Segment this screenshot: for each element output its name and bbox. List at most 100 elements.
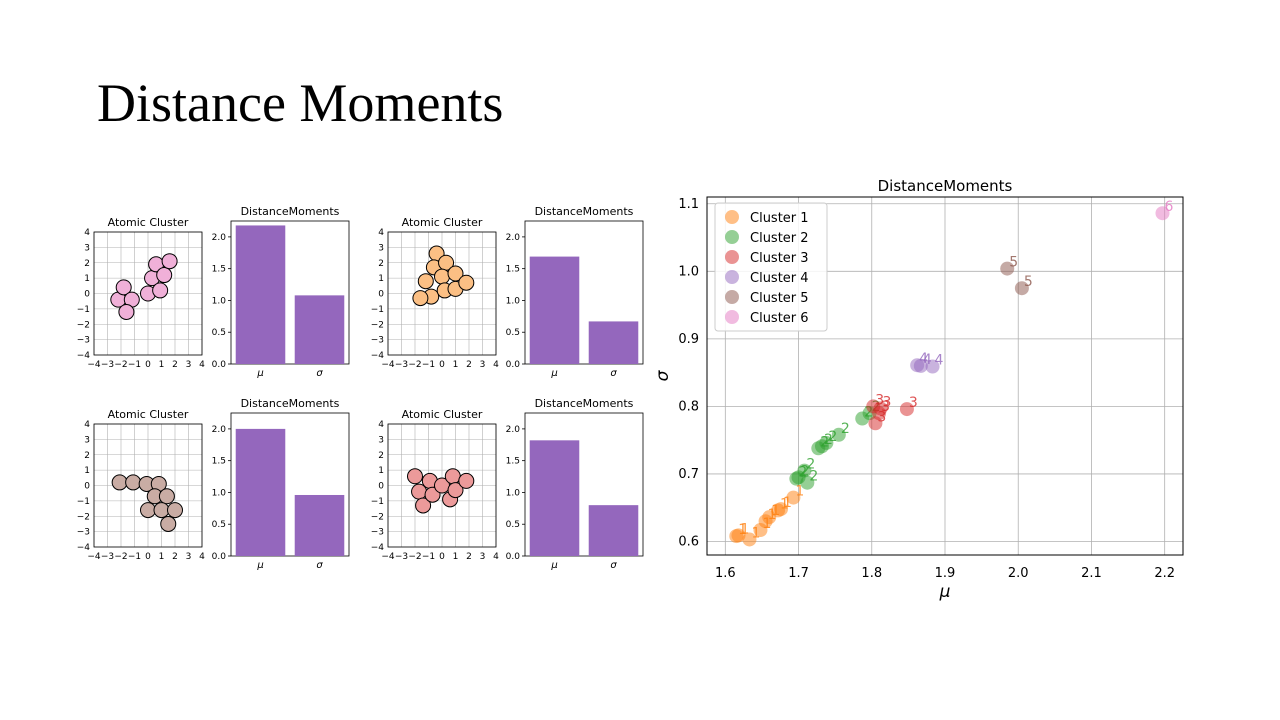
legend-marker	[725, 230, 739, 244]
atom-point	[415, 497, 432, 514]
panel-8: 0.0 0.5 1.0 1.5 2.0 μ σ DistanceMoments	[506, 397, 644, 571]
atom-point	[434, 268, 450, 285]
legend-marker	[725, 270, 739, 284]
y-tick-label: 0	[84, 290, 90, 300]
atom-point	[152, 282, 169, 299]
data-point	[1155, 206, 1170, 221]
y-tick-label: 0.9	[678, 332, 699, 347]
bar	[588, 505, 639, 556]
data-point	[773, 502, 788, 517]
y-tick-label: 1.0	[506, 296, 521, 306]
legend-marker	[725, 290, 739, 304]
x-tick-label: −3	[395, 360, 408, 370]
y-tick-label: 1	[84, 466, 90, 476]
x-tick-label: 0	[439, 552, 445, 562]
x-tick-label: 1.7	[788, 566, 809, 581]
x-tick-label: −1	[128, 552, 141, 562]
legend-label: Cluster 3	[750, 251, 809, 266]
legend-marker	[725, 310, 739, 324]
x-tick-label: −2	[408, 360, 421, 370]
plot-frame	[706, 196, 1184, 556]
atom-point	[412, 290, 429, 307]
y-tick-label: 0.0	[506, 360, 521, 370]
data-point-label: 4	[923, 352, 932, 368]
x-tick-label: 1	[453, 360, 459, 370]
y-tick-label: −2	[371, 320, 384, 330]
chart-title: DistanceMoments	[241, 397, 340, 410]
x-tick-label: μ	[550, 368, 557, 379]
y-tick-label: −1	[77, 497, 90, 507]
x-tick-label: σ	[316, 368, 323, 379]
panel-6: 0.0 0.5 1.0 1.5 2.0 μ σ DistanceMoments	[212, 397, 350, 571]
data-point	[797, 463, 812, 478]
y-tick-label: 2	[378, 451, 384, 461]
x-tick-label: 1.6	[715, 566, 736, 581]
atom-point	[167, 502, 183, 519]
data-point-label: 5	[1009, 255, 1018, 271]
atom-point	[140, 502, 156, 519]
x-tick-label: 3	[186, 552, 192, 562]
chart-title: DistanceMoments	[878, 177, 1013, 195]
y-tick-label: 2	[84, 259, 90, 269]
y-tick-label: 3	[378, 435, 384, 445]
x-tick-label: −2	[114, 360, 127, 370]
slide-title: Distance Moments	[97, 73, 504, 133]
x-tick-label: −1	[422, 360, 435, 370]
y-tick-label: 0.6	[678, 534, 699, 549]
plot-frame	[93, 423, 203, 548]
y-tick-label: 4	[84, 420, 90, 430]
y-tick-label: −3	[371, 336, 384, 346]
x-tick-label: 2	[172, 552, 178, 562]
y-tick-label: −4	[77, 543, 91, 553]
x-tick-label: 1	[453, 552, 459, 562]
data-point	[819, 435, 834, 450]
y-tick-label: 2.0	[506, 233, 521, 243]
x-tick-label: 2.0	[1008, 566, 1029, 581]
atom-point	[115, 279, 132, 296]
atom-point	[158, 488, 175, 505]
x-tick-label: 2	[466, 552, 472, 562]
data-point-label: 2	[806, 457, 815, 473]
y-tick-label: 1.5	[212, 457, 226, 467]
data-point	[831, 427, 846, 442]
x-tick-label: μ	[550, 560, 557, 571]
y-tick-label: −1	[371, 497, 384, 507]
data-point-label: 1	[795, 484, 804, 500]
chart-title: Atomic Cluster	[108, 216, 189, 229]
plot-frame	[387, 231, 497, 356]
y-tick-label: 0.5	[506, 520, 520, 530]
x-tick-label: μ	[256, 560, 263, 571]
data-point	[742, 532, 757, 547]
x-tick-label: 4	[493, 552, 499, 562]
x-tick-label: −4	[87, 360, 101, 370]
y-tick-label: 0.8	[678, 399, 699, 414]
data-point-label: 4	[935, 353, 944, 369]
bar	[529, 440, 580, 556]
panel-2: 0.0 0.5 1.0 1.5 2.0 μ σ DistanceMoments	[212, 205, 350, 379]
y-tick-label: −3	[77, 336, 90, 346]
x-tick-label: σ	[316, 560, 323, 571]
panel-4: 0.0 0.5 1.0 1.5 2.0 μ σ DistanceMoments	[506, 205, 644, 379]
x-tick-label: −4	[87, 552, 101, 562]
y-tick-label: 1.5	[212, 265, 226, 275]
data-point	[925, 359, 940, 374]
x-axis-label: μ	[939, 582, 951, 602]
atom-point	[444, 468, 461, 485]
x-tick-label: μ	[256, 368, 263, 379]
y-tick-label: 0.7	[678, 467, 699, 482]
y-tick-label: −3	[371, 528, 384, 538]
x-tick-label: 1	[159, 360, 165, 370]
x-tick-label: −2	[408, 552, 421, 562]
y-tick-label: 1	[378, 274, 384, 284]
x-tick-label: 3	[480, 552, 486, 562]
y-tick-label: −1	[371, 305, 384, 315]
y-tick-label: 2.0	[212, 233, 227, 243]
y-tick-label: 2.0	[212, 425, 227, 435]
y-tick-label: 0.5	[212, 328, 226, 338]
x-tick-label: 3	[480, 360, 486, 370]
atom-point	[156, 267, 173, 284]
atom-point	[458, 274, 475, 291]
